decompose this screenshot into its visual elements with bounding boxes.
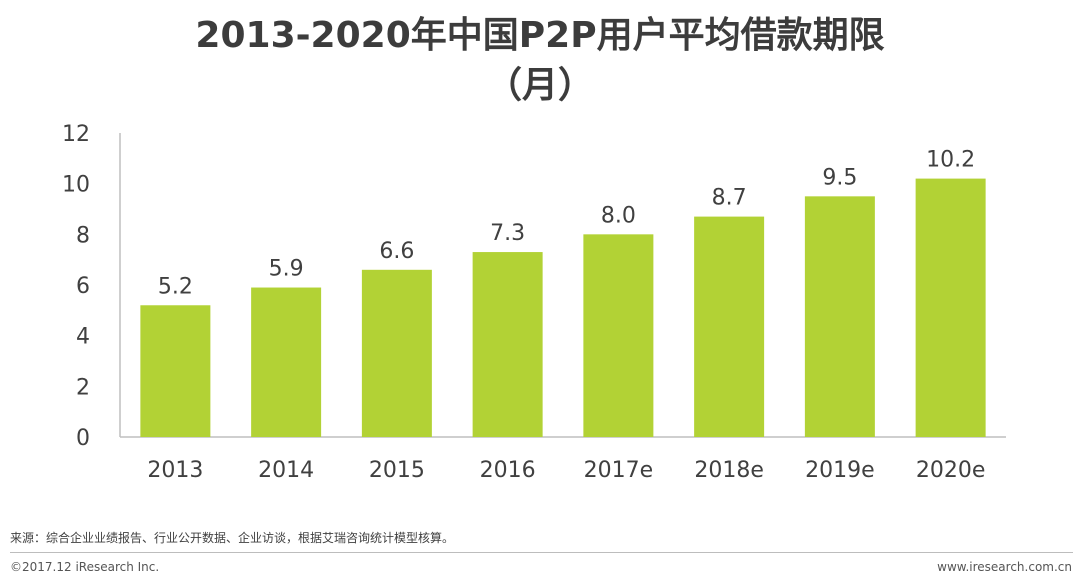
bar-2018e: [694, 216, 765, 437]
data-label-2019e: 9.5: [822, 165, 857, 190]
copyright-text: ©2017.12 iResearch Inc.: [10, 560, 160, 574]
bars: [140, 178, 986, 437]
bar-2015: [361, 269, 432, 437]
data-label-2015: 6.6: [379, 239, 414, 264]
data-label-2013: 5.2: [158, 274, 193, 299]
x-axis-tick-labels: 2013 2014 2015 2016 2017e 2018e 2019e 2020e: [147, 458, 985, 483]
y-tick-label-0: 0: [76, 426, 90, 451]
x-tick-label-2013: 2013: [147, 458, 203, 483]
y-tick-label-10: 10: [62, 173, 90, 198]
data-label-2014: 5.9: [269, 257, 304, 282]
chart-subtitle: （月）: [485, 65, 594, 106]
y-axis-tick-labels: 0 2 4 6 8 10 12: [62, 122, 90, 451]
data-label-2020e: 10.2: [926, 148, 975, 173]
y-tick-label-6: 6: [76, 274, 90, 299]
website-link[interactable]: www.iresearch.com.cn: [937, 560, 1072, 574]
data-labels: 5.2 5.9 6.6 7.3 8.0 8.7 9.5 10.2: [158, 148, 975, 300]
y-tick-label-12: 12: [62, 122, 90, 147]
bar-2019e: [804, 196, 875, 437]
data-label-2017e: 8.0: [601, 203, 636, 228]
footer-divider: [10, 552, 1073, 553]
x-tick-label-2017e: 2017e: [584, 458, 654, 483]
source-note: 来源：综合企业业绩报告、行业公开数据、企业访谈，根据艾瑞咨询统计模型核算。: [10, 531, 455, 545]
data-label-2016: 7.3: [490, 221, 525, 246]
x-tick-label-2014: 2014: [258, 458, 314, 483]
data-label-2018e: 8.7: [712, 186, 747, 211]
bar-2016: [472, 252, 543, 437]
x-tick-label-2018e: 2018e: [694, 458, 764, 483]
bar-2020e: [915, 178, 986, 437]
y-tick-label-8: 8: [76, 223, 90, 248]
chart-title: 2013-2020年中国P2P用户平均借款期限: [195, 15, 885, 56]
bar-chart: 0 2 4 6 8 10 12 5.2 5.9 6.6 7.3 8.0 8.7 9.5 10.2 2013…: [62, 122, 1006, 483]
x-tick-label-2019e: 2019e: [805, 458, 875, 483]
x-tick-label-2016: 2016: [480, 458, 536, 483]
y-tick-label-2: 2: [76, 375, 90, 400]
x-tick-label-2020e: 2020e: [916, 458, 986, 483]
bar-2013: [140, 305, 211, 437]
bar-2014: [251, 287, 322, 437]
y-tick-label-4: 4: [76, 325, 90, 350]
bar-2017e: [583, 234, 654, 437]
x-tick-label-2015: 2015: [369, 458, 425, 483]
